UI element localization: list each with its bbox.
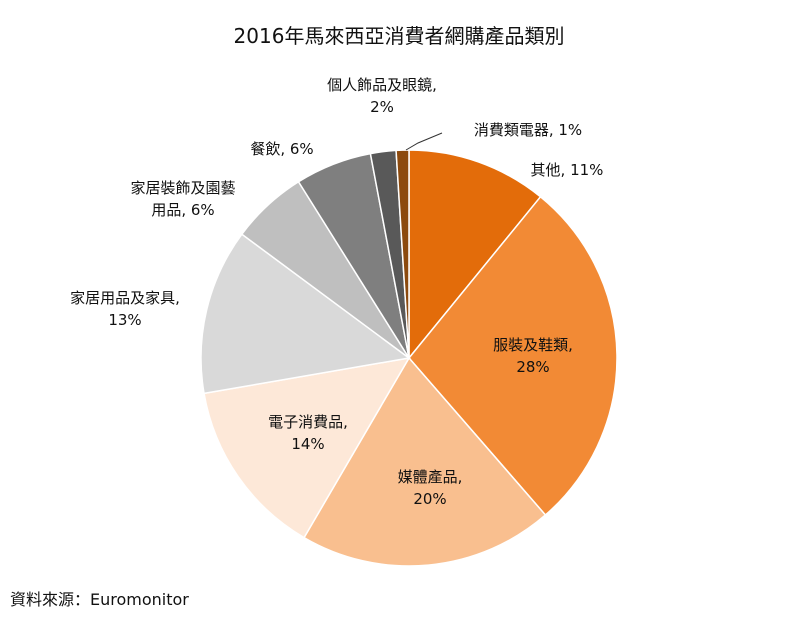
slice-label: 消費類電器, 1%	[474, 121, 582, 139]
slice-label-line: 餐飲, 6%	[250, 140, 313, 158]
slice-label-line: 家居用品及家具,	[70, 289, 180, 307]
slice-label: 餐飲, 6%	[250, 140, 313, 158]
slice-label-line: 電子消費品,	[268, 413, 348, 431]
slice-label-line: 用品, 6%	[151, 201, 214, 219]
slice-label: 其他, 11%	[531, 161, 604, 179]
slice-label: 家居用品及家具, 13%	[70, 289, 180, 329]
pie-slice	[200, 233, 411, 395]
slice-label-line: 家居裝飾及園藝	[130, 179, 235, 197]
slice-label-line: 媒體產品,	[398, 468, 463, 486]
pie-slice	[408, 195, 618, 517]
slice-label-line: 20%	[413, 490, 446, 508]
chart-title: 2016年馬來西亞消費者網購產品類別	[233, 24, 565, 48]
pie-slice	[203, 356, 411, 539]
slice-label-line: 13%	[108, 311, 141, 329]
pie-slice	[408, 149, 542, 361]
slice-label: 個人飾品及眼鏡, 2%	[327, 76, 437, 116]
slice-label-line: 個人飾品及眼鏡,	[327, 76, 437, 94]
slice-label-line: 2%	[370, 98, 394, 116]
pie-slice	[303, 356, 547, 567]
leader-line	[405, 132, 443, 151]
slice-label-line: 其他, 11%	[531, 161, 604, 179]
slice-label-line: 28%	[516, 358, 549, 376]
source-note: 資料來源：Euromonitor	[10, 590, 189, 609]
slice-label: 電子消費品, 14%	[268, 413, 348, 453]
slice-label-line: 服裝及鞋類,	[493, 336, 573, 354]
slice-label-line: 14%	[291, 435, 324, 453]
slice-label: 家居裝飾及園藝用品, 6%	[130, 179, 235, 219]
pie-slice	[395, 149, 410, 359]
slice-label-line: 消費類電器, 1%	[474, 121, 582, 139]
slice-label: 媒體產品, 20%	[398, 468, 463, 508]
slice-label: 服裝及鞋類, 28%	[493, 336, 573, 376]
